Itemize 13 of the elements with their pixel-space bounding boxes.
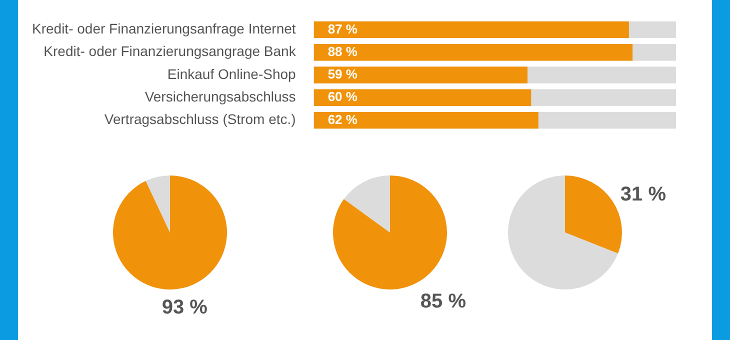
y-tick-label: Kredit- oder Finanzierungsangrage Bank bbox=[44, 43, 297, 60]
y-tick-label: Versicherungsabschluss bbox=[144, 88, 296, 104]
y-tick-label: Einkauf Online-Shop bbox=[167, 66, 296, 82]
data-label: 87 % bbox=[328, 21, 358, 36]
data-label: 62 % bbox=[328, 112, 358, 127]
data-label: 85 % bbox=[420, 290, 466, 313]
data-label: 88 % bbox=[328, 44, 358, 59]
y-tick-label: Vertragsabschluss (Strom etc.) bbox=[104, 111, 296, 128]
data-label: 59 % bbox=[328, 66, 358, 82]
data-label: 31 % bbox=[620, 183, 666, 206]
y-tick-label: Kredit- oder Finanzierungsanfrage Internet bbox=[32, 20, 296, 37]
data-label: 60 % bbox=[328, 89, 358, 104]
data-label: 93 % bbox=[162, 296, 208, 318]
